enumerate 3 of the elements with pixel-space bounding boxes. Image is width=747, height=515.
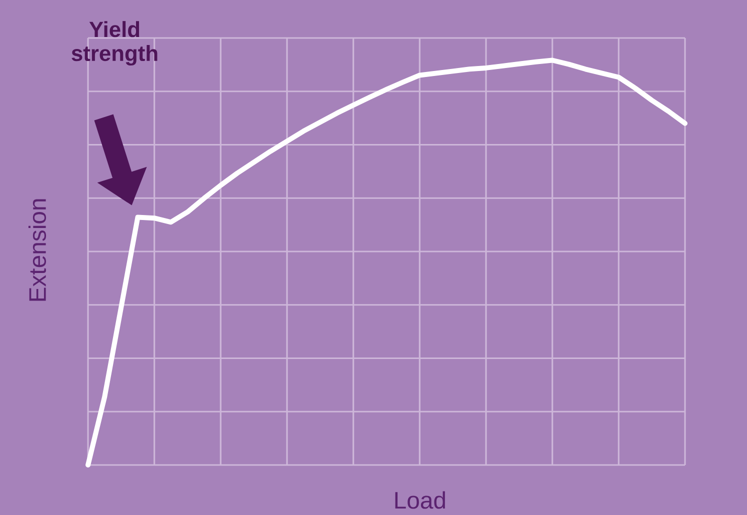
x-axis-title: Load <box>395 491 445 509</box>
annotation: Yield strength <box>72 21 158 66</box>
y-axis-title: Extension <box>28 199 46 301</box>
